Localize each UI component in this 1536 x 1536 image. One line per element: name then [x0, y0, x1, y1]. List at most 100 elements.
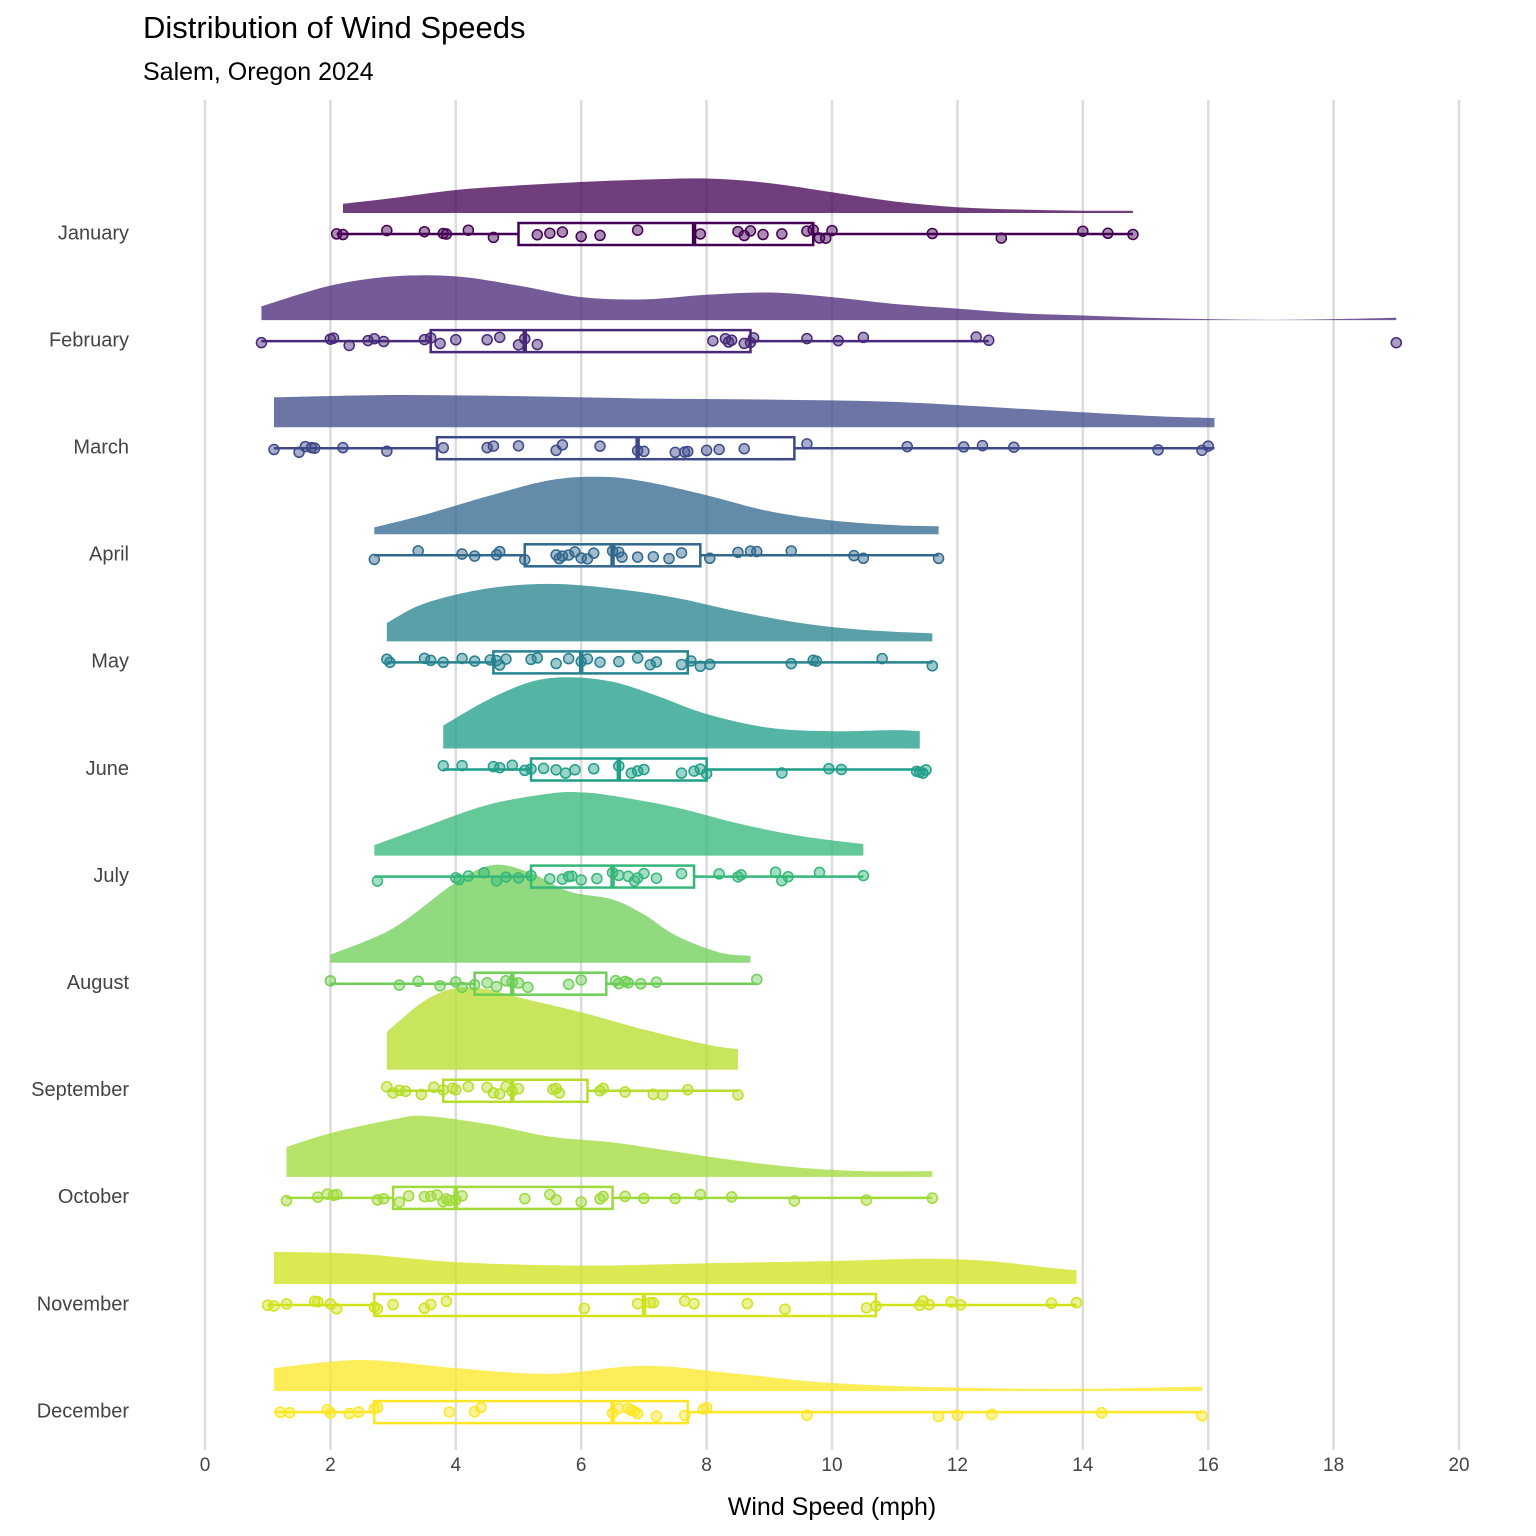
point-april — [785, 545, 797, 557]
point-january — [594, 229, 606, 242]
point-april — [468, 550, 481, 562]
point-february — [747, 332, 760, 344]
box-september — [442, 1078, 589, 1104]
point-march — [1202, 440, 1214, 452]
point-april — [703, 552, 716, 565]
point-july — [782, 870, 794, 883]
point-december — [371, 1401, 384, 1414]
point-may — [694, 660, 707, 673]
point-july — [591, 872, 603, 885]
point-may — [550, 657, 562, 670]
point-may — [613, 655, 625, 668]
point-january — [995, 232, 1008, 244]
point-october — [550, 1194, 562, 1206]
point-january — [776, 228, 788, 240]
point-november — [741, 1297, 754, 1310]
point-may — [926, 660, 939, 672]
y-label-october: October — [58, 1186, 129, 1208]
point-september — [682, 1083, 694, 1096]
point-july — [525, 869, 537, 882]
point-july — [713, 868, 725, 880]
x-tick-label: 10 — [821, 1455, 842, 1476]
point-may — [575, 655, 587, 668]
point-january — [744, 225, 757, 237]
point-july — [500, 871, 512, 883]
point-august — [393, 979, 406, 991]
point-may — [562, 652, 575, 665]
point-may — [650, 656, 663, 668]
density-june — [443, 677, 920, 749]
point-may — [418, 652, 431, 665]
point-november — [312, 1296, 324, 1308]
point-july — [675, 867, 688, 880]
point-june — [835, 763, 848, 776]
y-label-july: July — [93, 865, 129, 887]
point-january — [381, 224, 393, 237]
point-june — [776, 767, 788, 779]
point-may — [644, 658, 656, 671]
point-august — [324, 975, 337, 987]
point-april — [647, 550, 660, 563]
point-february — [481, 334, 493, 346]
point-march — [976, 439, 989, 452]
point-march — [957, 441, 970, 453]
density-october — [286, 1115, 933, 1177]
point-march — [556, 439, 569, 451]
point-october — [926, 1192, 939, 1204]
point-february — [725, 334, 738, 346]
point-january — [1077, 225, 1089, 237]
point-november — [779, 1303, 791, 1316]
point-june — [559, 767, 572, 779]
point-january — [757, 228, 769, 241]
point-january — [1102, 227, 1114, 240]
y-axis-labels: January February March April May June July Augu… — [31, 222, 129, 1422]
point-october — [431, 1189, 443, 1201]
point-march — [381, 445, 393, 457]
point-may — [384, 656, 396, 669]
point-august — [635, 978, 647, 990]
point-september — [437, 1084, 450, 1096]
x-axis-ticks: 0 2 4 6 8 10 12 14 16 18 20 — [200, 1455, 1470, 1476]
point-july — [613, 869, 625, 882]
point-july — [735, 869, 747, 881]
point-september — [647, 1088, 660, 1101]
point-november — [424, 1298, 437, 1311]
point-april — [663, 552, 675, 565]
density-may — [386, 583, 933, 642]
point-may — [437, 656, 450, 669]
point-march — [1008, 441, 1020, 453]
point-august — [412, 975, 424, 988]
point-january — [544, 227, 556, 239]
point-july — [857, 869, 870, 882]
point-december — [986, 1408, 998, 1421]
point-august — [575, 974, 587, 986]
point-november — [688, 1297, 700, 1310]
point-june — [700, 767, 713, 780]
point-march — [337, 441, 349, 454]
point-march — [801, 438, 813, 450]
box-february — [429, 328, 752, 354]
point-june — [920, 764, 932, 776]
box-october — [391, 1185, 614, 1211]
point-march — [268, 443, 280, 456]
point-february — [1390, 336, 1403, 349]
data-points — [255, 224, 1403, 1423]
point-november — [440, 1295, 453, 1308]
point-august — [622, 977, 634, 989]
point-november — [954, 1299, 967, 1311]
point-may — [468, 655, 481, 667]
point-march — [738, 442, 750, 455]
density-clouds — [261, 178, 1397, 1392]
density-february — [261, 275, 1397, 321]
point-september — [553, 1087, 566, 1099]
point-april — [456, 548, 468, 560]
point-june — [550, 764, 562, 776]
point-july — [512, 872, 525, 884]
point-october — [619, 1190, 631, 1203]
point-august — [434, 980, 446, 992]
point-february — [434, 337, 446, 350]
point-september — [619, 1086, 631, 1098]
point-march — [594, 440, 606, 452]
point-july — [575, 874, 587, 886]
